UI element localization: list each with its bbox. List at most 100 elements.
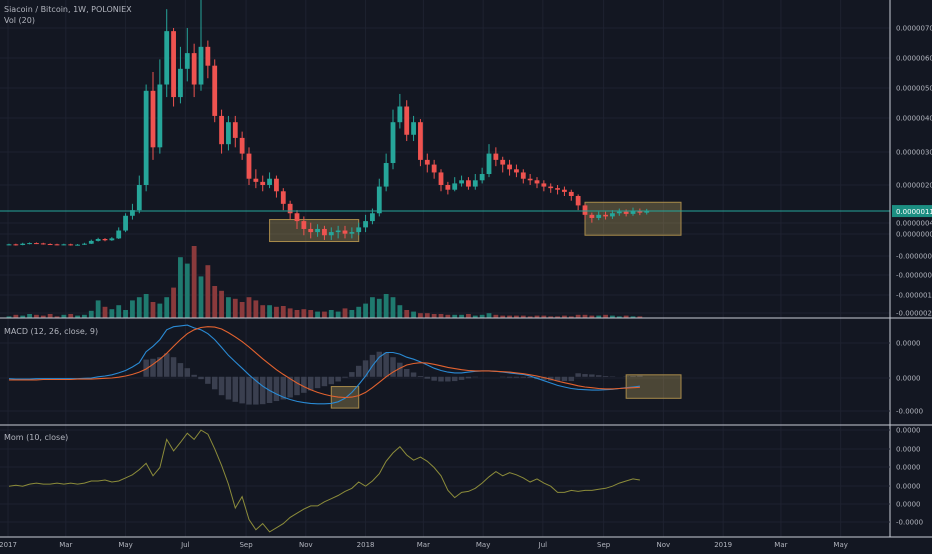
candle-body [48, 244, 53, 245]
candle-body [322, 229, 327, 235]
candle-body [96, 239, 101, 241]
macd-histogram-bar [383, 353, 388, 377]
macd-histogram-bar [164, 353, 169, 376]
macd-histogram-bar [589, 374, 594, 376]
candle-body [555, 188, 560, 190]
volume-bar [247, 297, 252, 318]
volume-bar [205, 265, 210, 318]
macd-histogram-bar [582, 374, 587, 377]
volume-bar [151, 302, 156, 318]
candle-body [68, 244, 73, 245]
time-axis-label: Nov [657, 541, 671, 549]
candle-body [308, 229, 313, 232]
macd-histogram-bar [452, 377, 457, 381]
time-axis-label: Sep [597, 541, 611, 549]
time-axis-label: May [476, 541, 490, 549]
candle-body [157, 85, 162, 148]
volume-bar [240, 302, 245, 318]
candle-body [473, 180, 478, 186]
macd-histogram-bar [274, 377, 279, 401]
candle-body [541, 183, 546, 186]
macd-histogram-bar [356, 366, 361, 377]
volume-bar [219, 291, 224, 318]
candle-body [240, 138, 245, 154]
volume-bar [329, 310, 334, 318]
macd-histogram-bar [191, 375, 196, 377]
candle-body [583, 205, 588, 214]
macd-histogram-bar [575, 373, 580, 377]
candle-body [274, 179, 279, 192]
macd-histogram-bar [569, 377, 574, 381]
volume-bar [157, 304, 162, 318]
price-axis-label: -0.00000020 [896, 253, 932, 261]
volume-bar [466, 314, 471, 318]
volume-bar [109, 309, 114, 318]
volume-bar [487, 313, 492, 318]
candle-body [34, 243, 39, 244]
candle-body [185, 53, 190, 69]
volume-bar [48, 314, 53, 318]
candle-body [418, 122, 423, 160]
macd-axis-label: -0.0000 [896, 408, 923, 416]
candle-body [349, 232, 354, 234]
candle-body [20, 244, 25, 245]
candle-body [425, 160, 430, 165]
macd-legend: MACD (12, 26, close, 9) [4, 326, 98, 337]
momentum-axis-label: 0.0000 [896, 446, 921, 454]
momentum-axis-label: 0.0000 [896, 483, 921, 491]
macd-histogram-bar [315, 377, 320, 388]
volume-bar [301, 309, 306, 318]
time-axis-label: Jul [538, 541, 548, 549]
volume-bar [397, 305, 402, 318]
last-price-label: 0.00000117 [896, 208, 932, 216]
candle-body [610, 213, 615, 216]
macd-histogram-bar [431, 377, 436, 381]
macd-histogram-bar [459, 377, 464, 380]
candle-body [315, 229, 320, 232]
candle-body [171, 31, 176, 97]
candle-body [528, 179, 533, 181]
time-axis-label: 2019 [714, 541, 732, 549]
macd-histogram-bar [342, 377, 347, 378]
volume-bar [322, 312, 327, 318]
macd-histogram-bar [562, 377, 567, 381]
volume-bar [68, 314, 73, 318]
candle-body [137, 185, 142, 210]
volume-bar [260, 305, 265, 318]
volume-bar [404, 310, 409, 318]
volume-bar [253, 300, 258, 318]
macd-histogram-bar [521, 377, 526, 378]
time-axis-label: Nov [299, 541, 313, 549]
volume-bar [439, 314, 444, 318]
candle-body [432, 165, 437, 173]
macd-axis-label: 0.0000 [896, 340, 921, 348]
candle-body [596, 215, 601, 218]
time-axis-label: Sep [239, 541, 253, 549]
macd-histogram-bar [260, 377, 265, 404]
candle-body [507, 165, 512, 170]
macd-histogram-bar [418, 376, 423, 377]
candle-body [514, 169, 519, 172]
candle-body [55, 244, 60, 245]
volume-bar [288, 308, 293, 318]
volume-bar [281, 306, 286, 318]
candle-body [336, 231, 341, 233]
volume-bar [267, 305, 272, 318]
candle-body [164, 31, 169, 84]
volume-bar [116, 305, 121, 318]
candle-body [295, 213, 300, 221]
candle-body [27, 243, 32, 244]
macd-histogram-bar [239, 377, 244, 404]
volume-bar [144, 294, 149, 318]
candle-body [617, 212, 622, 214]
candle-body [233, 122, 238, 138]
volume-bar [411, 312, 416, 318]
candle-body [576, 196, 581, 205]
momentum-legend: Mom (10, close) [4, 432, 68, 443]
candle-body [397, 107, 402, 123]
candle-body [144, 91, 149, 185]
macd-histogram-bar [411, 372, 416, 376]
